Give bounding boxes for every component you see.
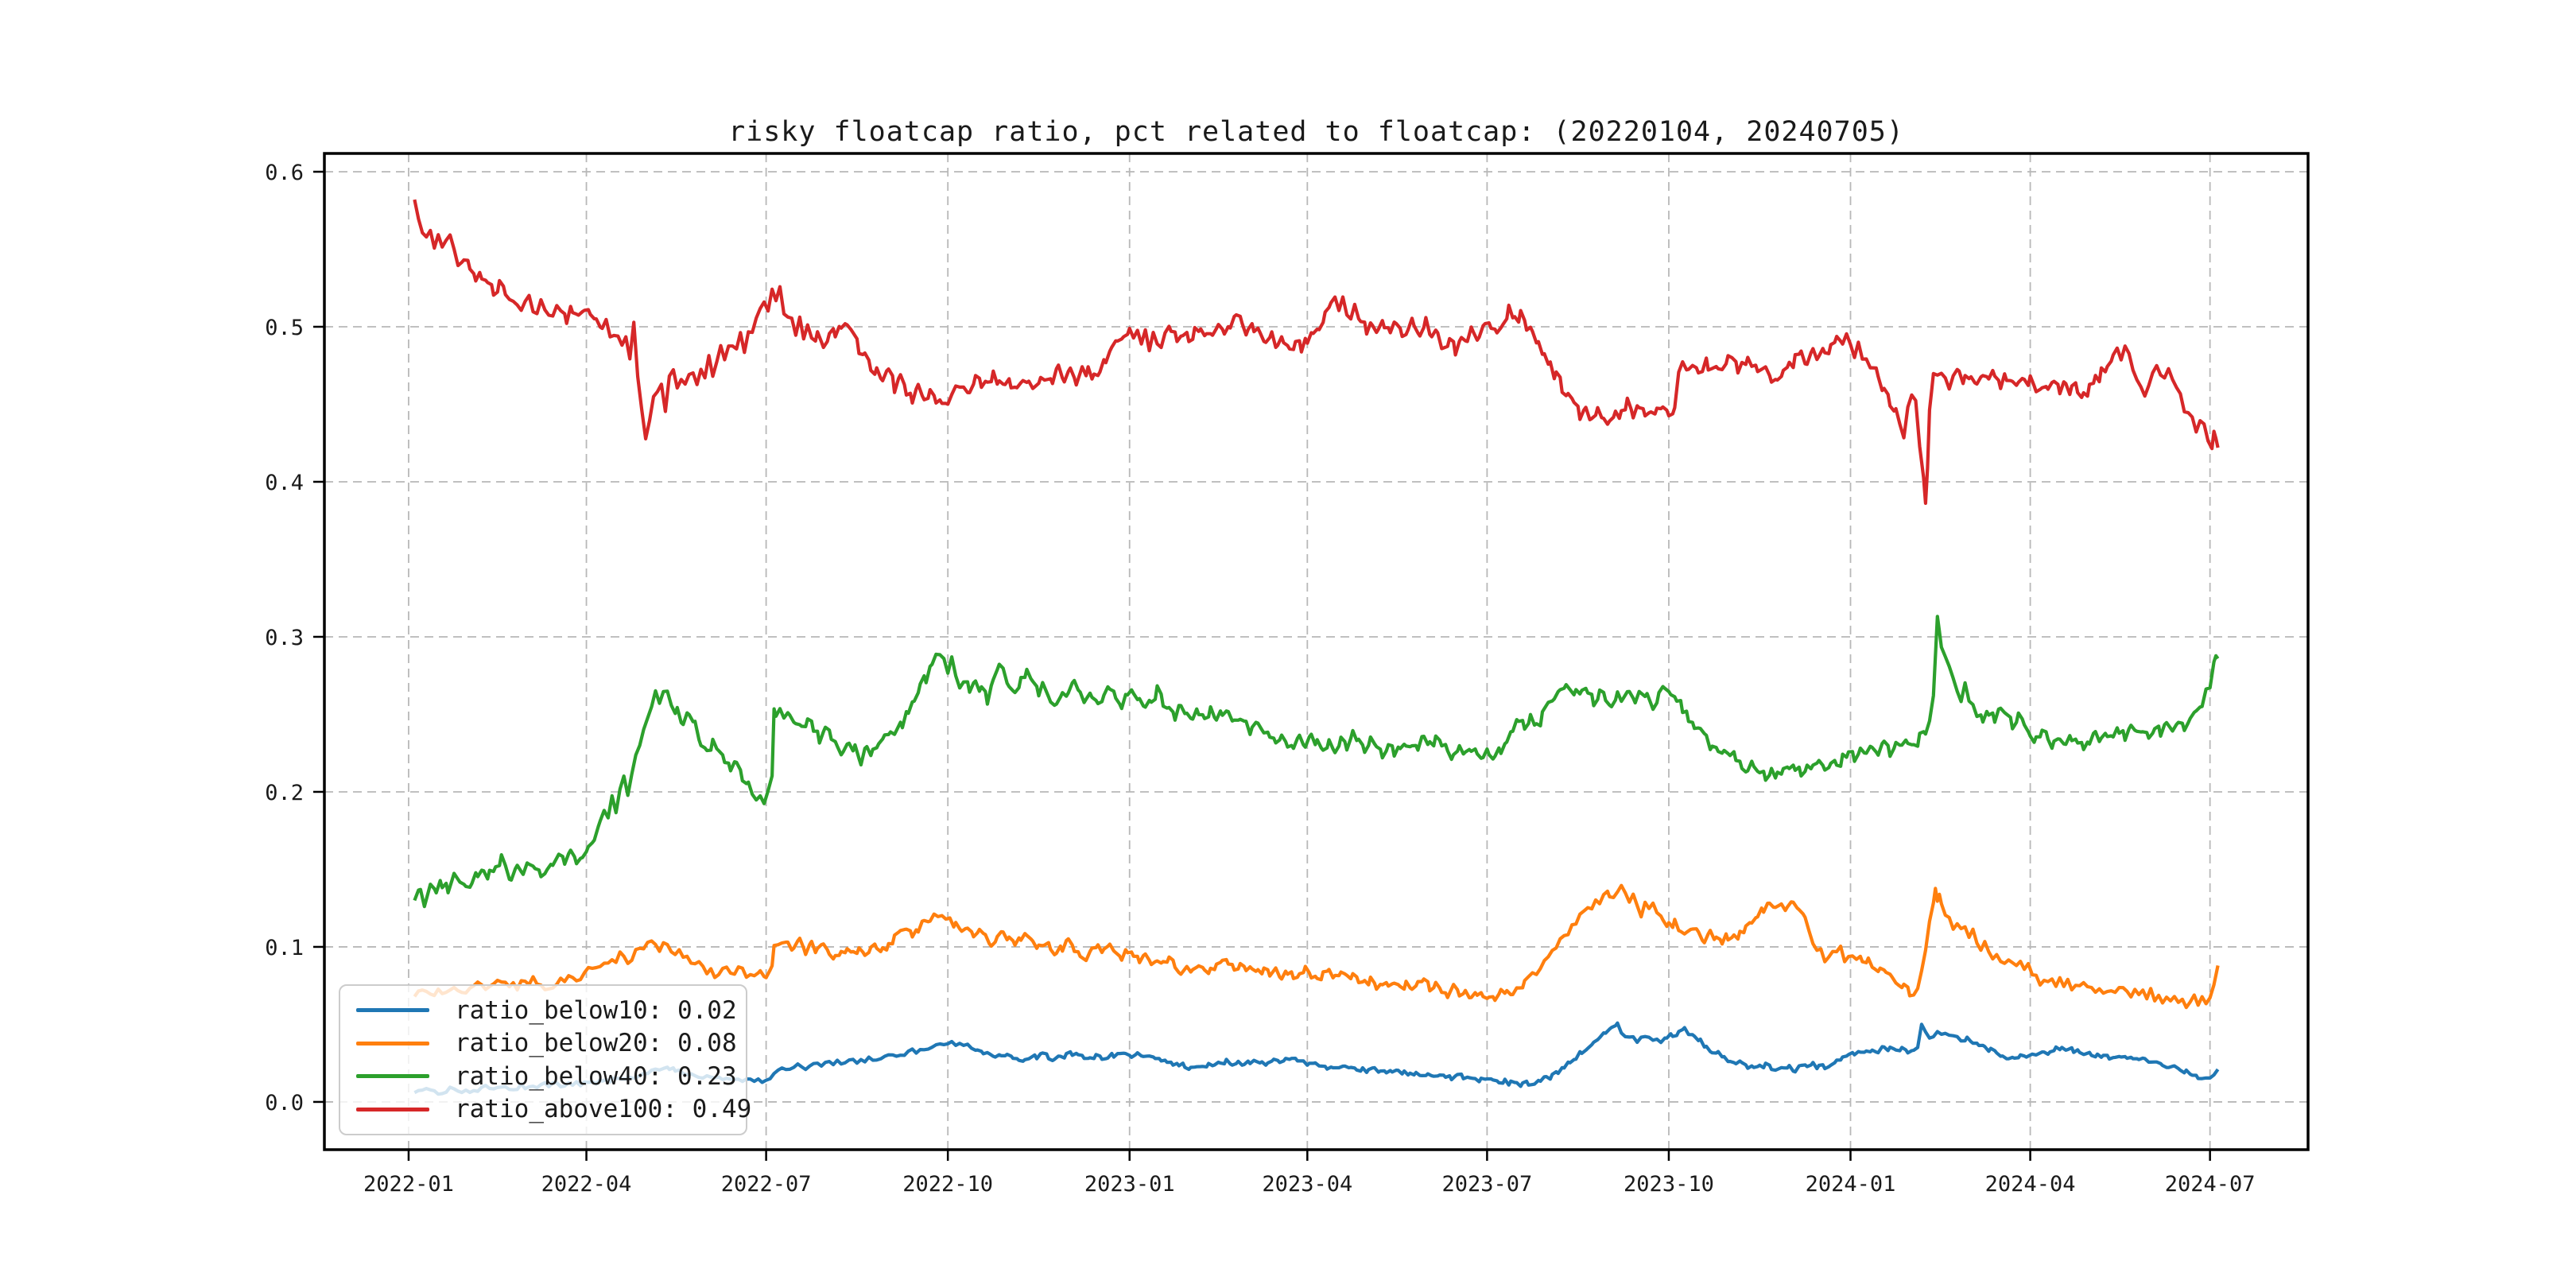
x-tick-label: 2022-07 — [721, 1172, 812, 1197]
series-line-ratio_below40 — [413, 615, 2220, 909]
legend-swatch-ratio_below10 — [356, 1008, 429, 1013]
legend-label-ratio_below20: ratio_below20: 0.08 — [455, 1029, 737, 1058]
y-tick-label: 0.3 — [265, 626, 304, 650]
legend: ratio_below10: 0.02 ratio_below20: 0.08 ra… — [339, 984, 751, 1135]
legend-row-ratio_below10: ratio_below10: 0.02 — [356, 995, 737, 1026]
legend-row-ratio_above100: ratio_above100: 0.49 — [356, 1093, 751, 1125]
y-tick-label: 0.1 — [265, 936, 304, 960]
legend-row-ratio_below40: ratio_below40: 0.23 — [356, 1061, 737, 1092]
legend-label-ratio_below40: ratio_below40: 0.23 — [455, 1061, 737, 1091]
x-tick-label: 2023-10 — [1624, 1172, 1714, 1197]
legend-label-ratio_below10: ratio_below10: 0.02 — [455, 995, 737, 1025]
x-tick-label: 2022-10 — [902, 1172, 993, 1197]
x-tick-label: 2022-01 — [363, 1172, 454, 1197]
y-tick-label: 0.0 — [265, 1091, 304, 1115]
legend-row-ratio_below20: ratio_below20: 0.08 — [356, 1027, 737, 1059]
plot-border — [323, 152, 2310, 1151]
series-line-ratio_below20 — [413, 883, 2220, 1010]
x-tick-label: 2023-04 — [1262, 1172, 1352, 1197]
series-line-ratio_below10 — [413, 1021, 2220, 1096]
x-tick-label: 2024-04 — [1985, 1172, 2076, 1197]
y-tick-label: 0.5 — [265, 316, 304, 340]
legend-swatch-ratio_below40 — [356, 1074, 429, 1079]
series-line-ratio_above100 — [413, 199, 2220, 506]
chart-title: risky floatcap ratio, pct related to flo… — [728, 116, 1904, 148]
x-tick-label: 2024-07 — [2165, 1172, 2256, 1197]
legend-swatch-ratio_below20 — [356, 1041, 429, 1046]
y-tick-label: 0.4 — [265, 471, 304, 495]
y-tick-label: 0.6 — [265, 161, 304, 185]
x-tick-label: 2023-07 — [1441, 1172, 1532, 1197]
x-tick-label: 2023-01 — [1084, 1172, 1175, 1197]
legend-swatch-ratio_above100 — [356, 1107, 429, 1111]
x-tick-label: 2022-04 — [541, 1172, 632, 1197]
x-tick-label: 2024-01 — [1806, 1172, 1896, 1197]
legend-label-ratio_above100: ratio_above100: 0.49 — [455, 1095, 752, 1124]
y-tick-label: 0.2 — [265, 781, 304, 805]
